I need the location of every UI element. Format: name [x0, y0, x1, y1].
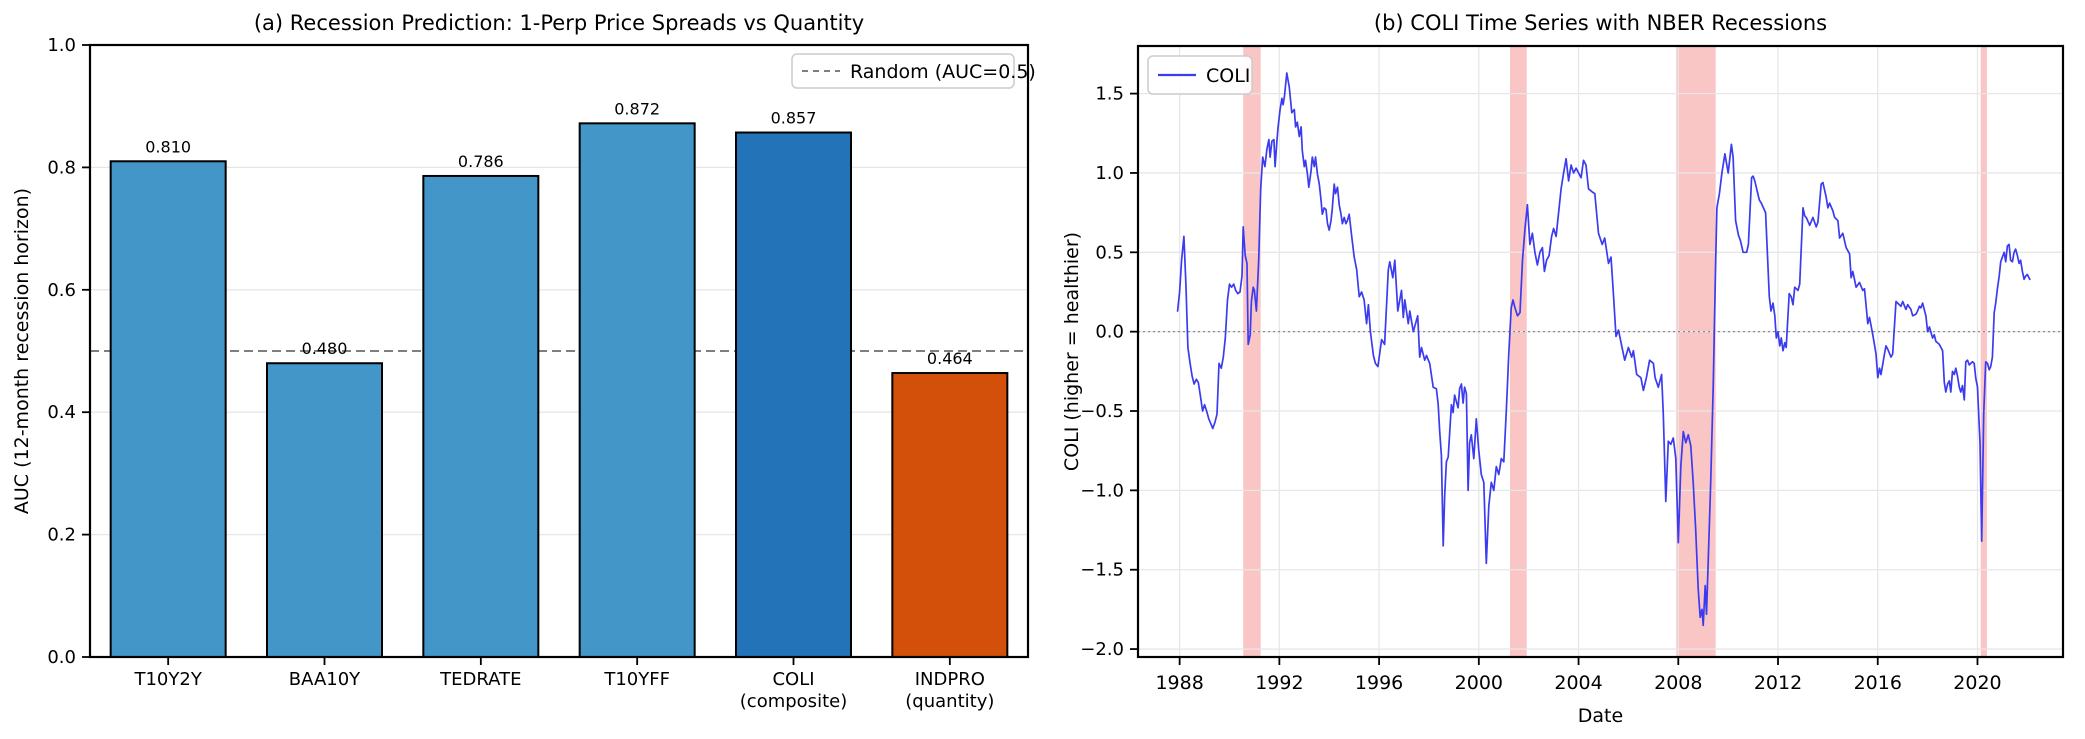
x-category-label: COLI [772, 669, 814, 690]
bar-coli [735, 131, 852, 659]
panel-a-title: (a) Recession Prediction: 1-Perp Price S… [254, 11, 864, 35]
legend-box [791, 53, 1015, 89]
panel-b-x-axis-label: Date [1578, 705, 1623, 727]
bar-value-label: 0.786 [458, 152, 504, 171]
bar-indpro [891, 372, 1009, 658]
x-tick-label: 2012 [1754, 672, 1802, 694]
x-tick-label: 2020 [1953, 672, 2001, 694]
y-tick-label: 0.5 [1095, 242, 1124, 263]
x-tick-label: 1996 [1355, 672, 1403, 694]
bar-tedrate [422, 174, 540, 659]
x-category-label: T10YFF [603, 669, 670, 690]
coli-line-series [1176, 72, 2031, 627]
x-tick-label: 1988 [1155, 672, 1203, 694]
x-category-label: BAA10Y [289, 669, 361, 690]
bar-value-label: 0.480 [302, 339, 348, 358]
y-tick-label: −2.0 [1080, 639, 1124, 660]
x-tick-label: 2016 [1854, 672, 1902, 694]
nber-recession-band [1243, 46, 1261, 657]
panel-a-bar-chart: 0.810 0.480 0.786 0.872 0.857 0.464 0.0 0.2 0.4 0… [11, 11, 1036, 712]
y-tick-label: 0.0 [47, 647, 76, 668]
y-tick-label: 0.6 [47, 280, 76, 301]
bar-value-label: 0.464 [927, 349, 973, 368]
y-tick-label: −1.5 [1080, 560, 1124, 581]
y-tick-label: 1.0 [1095, 163, 1124, 184]
y-tick-label: 0.8 [47, 157, 76, 178]
x-tick-label: 1992 [1255, 672, 1303, 694]
nber-recession-band [1509, 46, 1527, 657]
panel-a-spines [88, 43, 1030, 659]
nber-recession-band [1980, 46, 1987, 657]
x-category-label: (composite) [740, 691, 847, 712]
x-tick-label: 2000 [1455, 672, 1503, 694]
panel-b-legend: COLI [1147, 55, 1253, 95]
panel-b-line-chart: 1988 1992 1996 2000 2004 2008 2012 2016 2020 −2.0… [1061, 11, 2065, 727]
bar-t10yff [578, 122, 696, 658]
panel-b-spines [1136, 44, 2065, 659]
y-tick-label: 0.0 [1095, 322, 1124, 343]
x-tick-label: 2008 [1654, 672, 1702, 694]
panel-a-legend: Random (AUC=0.5) [791, 53, 1036, 89]
bar-value-label: 0.810 [145, 137, 191, 156]
bar-value-label: 0.872 [614, 99, 660, 118]
x-tick-label: 2004 [1554, 672, 1602, 694]
y-tick-label: −1.0 [1080, 480, 1124, 501]
y-tick-label: 0.4 [47, 402, 76, 423]
y-tick-label: −0.5 [1080, 401, 1124, 422]
x-category-label: TEDRATE [439, 669, 521, 690]
panel-b-title: (b) COLI Time Series with NBER Recession… [1374, 11, 1827, 35]
nber-recession-band [1676, 46, 1716, 657]
legend-label: Random (AUC=0.5) [850, 61, 1036, 83]
x-category-label: INDPRO [915, 669, 985, 690]
legend-label: COLI [1206, 65, 1250, 87]
panel-b-y-axis-label: COLI (higher = healthier) [1061, 232, 1083, 471]
y-tick-label: 0.2 [47, 525, 76, 546]
panel-a-y-axis-label: AUC (12-month recession horizon) [11, 188, 33, 514]
bar-value-label: 0.857 [771, 109, 817, 128]
bar-baa10y [266, 362, 383, 658]
legend-box [1147, 55, 1253, 95]
x-category-label: (quantity) [905, 691, 994, 712]
bar-t10y2y [109, 160, 227, 658]
y-tick-label: 1.5 [1095, 84, 1124, 105]
y-tick-label: 1.0 [47, 35, 76, 56]
x-category-label: T10Y2Y [133, 669, 202, 690]
